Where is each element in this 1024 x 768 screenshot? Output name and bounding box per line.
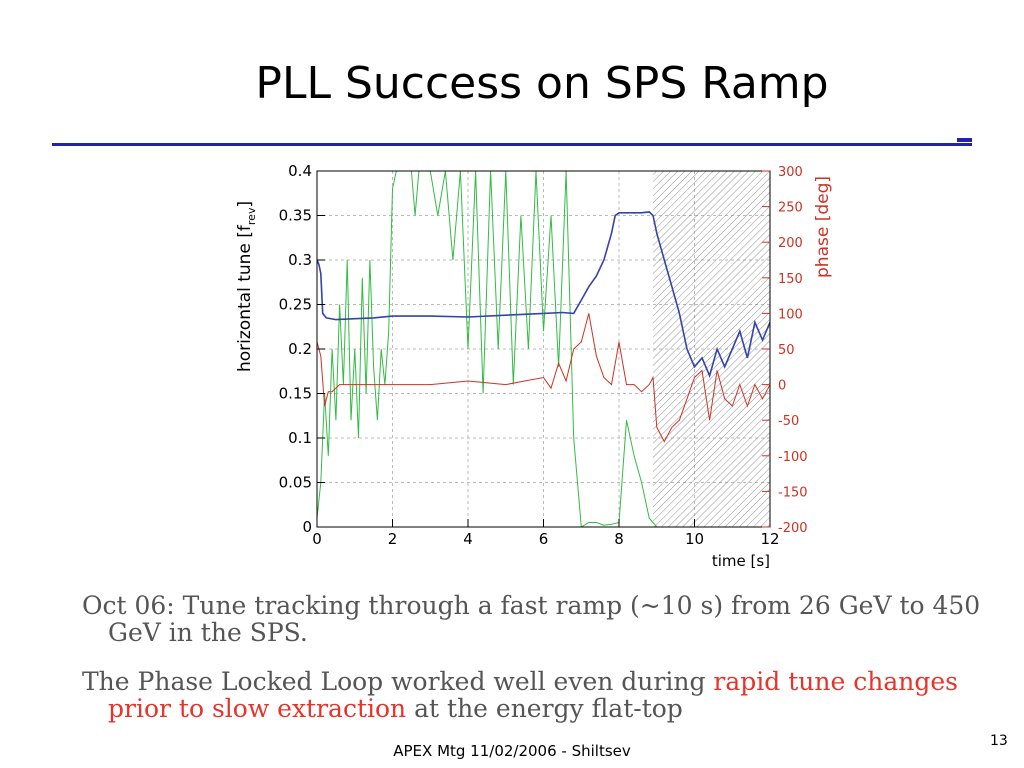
y-tick-label: 0.15 xyxy=(279,385,312,403)
x-axis-label: time [s] xyxy=(712,552,770,570)
y2-tick-label: 100 xyxy=(778,307,803,322)
y-axis-label: horizontal tune [frev] xyxy=(235,201,258,372)
y2-tick-label: 0 xyxy=(778,379,786,394)
paragraph-pll-text-a: The Phase Locked Loop worked well even d… xyxy=(82,667,714,696)
y-tick-label: 0.2 xyxy=(288,340,312,358)
y-tick-label: 0.4 xyxy=(288,162,312,180)
x-tick-label: 6 xyxy=(539,530,549,548)
paragraph-pll-text-b: at the energy flat-top xyxy=(406,694,683,723)
y-tick-label: 0.35 xyxy=(279,207,312,225)
paragraph-pll: The Phase Locked Loop worked well even d… xyxy=(82,668,998,722)
x-tick-label: 0 xyxy=(312,530,322,548)
footer: APEX Mtg 11/02/2006 - Shiltsev xyxy=(393,742,631,760)
y2-tick-label: 50 xyxy=(778,343,795,358)
y-tick-label: 0.25 xyxy=(279,296,312,314)
shaded-region xyxy=(652,171,770,527)
series-line-2 xyxy=(317,171,770,527)
title-rule xyxy=(52,143,972,146)
y-tick-label: 0 xyxy=(302,518,312,536)
x-tick-label: 10 xyxy=(685,530,704,548)
y2-tick-label: -200 xyxy=(778,521,808,536)
series-line-0 xyxy=(317,211,770,379)
paragraph-ramp: Oct 06: Tune tracking through a fast ram… xyxy=(82,591,981,647)
x-tick-label: 12 xyxy=(760,530,779,548)
y-tick-label: 0.3 xyxy=(288,251,312,269)
y2-tick-label: -150 xyxy=(778,485,808,500)
x-tick-label: 4 xyxy=(463,530,473,548)
slide-title: PLL Success on SPS Ramp xyxy=(255,58,829,109)
page-number: 13 xyxy=(990,733,1008,749)
y-tick-label: 0.05 xyxy=(279,474,312,492)
y2-tick-label: 200 xyxy=(778,236,803,251)
x-axis: 0 2 4 6 8 10 12 xyxy=(312,519,780,548)
y2-tick-label: 300 xyxy=(778,165,803,180)
y-axis-right: -200 -150 -100 -50 0 50 100 150 200 250 300 xyxy=(762,165,808,536)
y2-tick-label: -100 xyxy=(778,450,808,465)
paragraph-pll-highlight: rapid tune changes prior to slow extract… xyxy=(108,667,958,723)
y2-tick-label: 250 xyxy=(778,201,803,216)
series-line-1 xyxy=(317,313,770,443)
y-tick-label: 0.1 xyxy=(288,429,312,447)
y2-tick-label: -50 xyxy=(778,414,799,429)
series-layer xyxy=(317,171,770,527)
tune-phase-chart: 0 2 4 6 8 10 12 00.050.10.150.20.250.30.350.4 … xyxy=(235,162,833,570)
title-rule-accent xyxy=(957,138,972,142)
y2-axis-label: phase [deg] xyxy=(813,176,833,278)
y-axis-left: 0 0.05 0.1 0.15 0.2 0.25 0.3 0.35 0.4 xyxy=(279,162,325,536)
x-tick-label: 8 xyxy=(614,530,624,548)
x-tick-label: 2 xyxy=(388,530,398,548)
y2-tick-label: 150 xyxy=(778,272,803,287)
